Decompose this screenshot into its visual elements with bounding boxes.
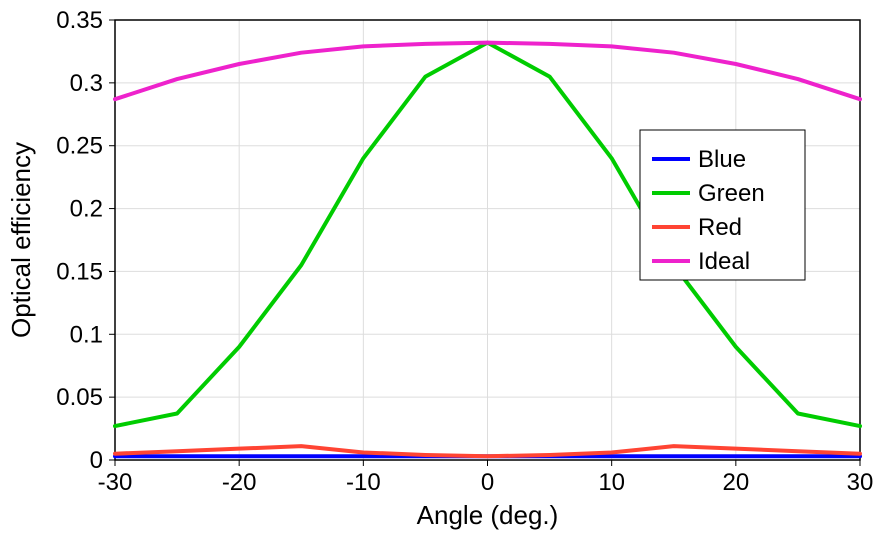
- y-tick-label: 0.05: [56, 384, 103, 411]
- chart-container: -30-20-10010203000.050.10.150.20.250.30.…: [0, 0, 885, 542]
- line-chart: -30-20-10010203000.050.10.150.20.250.30.…: [0, 0, 885, 542]
- y-tick-label: 0.35: [56, 7, 103, 34]
- x-tick-label: -10: [346, 469, 381, 496]
- y-tick-label: 0: [90, 447, 103, 474]
- legend-label: Blue: [698, 146, 746, 173]
- x-tick-label: 20: [722, 469, 749, 496]
- legend-label: Red: [698, 214, 742, 241]
- x-tick-label: 30: [847, 469, 874, 496]
- x-tick-label: 10: [598, 469, 625, 496]
- legend-label: Ideal: [698, 248, 750, 275]
- y-tick-label: 0.25: [56, 133, 103, 160]
- legend-label: Green: [698, 180, 765, 207]
- x-tick-label: -20: [222, 469, 257, 496]
- y-tick-label: 0.15: [56, 258, 103, 285]
- y-axis-label: Optical efficiency: [6, 142, 36, 338]
- x-axis-label: Angle (deg.): [417, 500, 559, 530]
- y-tick-label: 0.1: [70, 321, 103, 348]
- y-tick-label: 0.3: [70, 70, 103, 97]
- y-tick-label: 0.2: [70, 196, 103, 223]
- x-tick-label: 0: [481, 469, 494, 496]
